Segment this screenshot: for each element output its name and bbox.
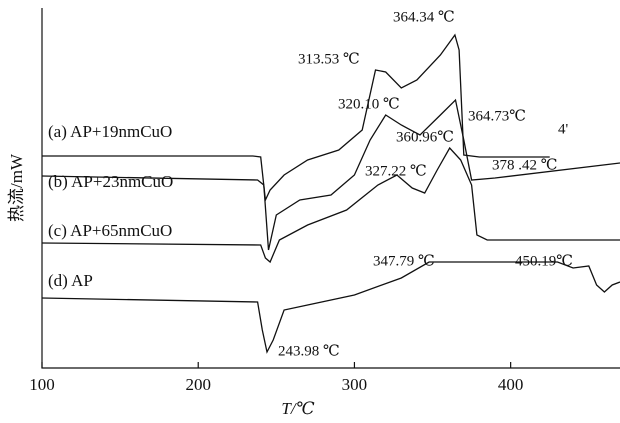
peak-annotation: 364.34 ℃ — [393, 9, 455, 25]
peak-annotation: 364.73℃ — [468, 108, 526, 124]
curve — [41, 98, 620, 251]
curve — [41, 146, 620, 264]
x-tick-label: 400 — [498, 375, 524, 394]
y-axis-label: 热流/mW — [7, 153, 26, 222]
peak-annotation: 313.53 ℃ — [298, 51, 360, 67]
series-label: (d) AP — [48, 271, 93, 290]
peak-annotation: 360.96℃ — [396, 129, 454, 145]
peak-annotation: 378 .42 ℃ — [492, 157, 558, 173]
x-axis-label: T/℃ — [281, 399, 314, 418]
peak-annotation: 4' — [558, 121, 569, 137]
x-tick-label: 300 — [342, 375, 368, 394]
curve — [41, 261, 620, 354]
x-tick-label: 100 — [29, 375, 55, 394]
peak-annotation: 320.10 ℃ — [338, 96, 400, 112]
peak-annotation: 347.79 ℃ — [373, 253, 435, 269]
peak-annotation: 243.98 ℃ — [278, 343, 340, 359]
x-tick-label: 200 — [185, 375, 211, 394]
series-label: (b) AP+23nmCuO — [48, 172, 173, 191]
series-label: (c) AP+65nmCuO — [48, 221, 172, 240]
peak-annotation: 327.22 ℃ — [365, 163, 427, 179]
peak-annotation: 450.19℃ — [515, 253, 573, 269]
series-label: (a) AP+19nmCuO — [48, 122, 172, 141]
